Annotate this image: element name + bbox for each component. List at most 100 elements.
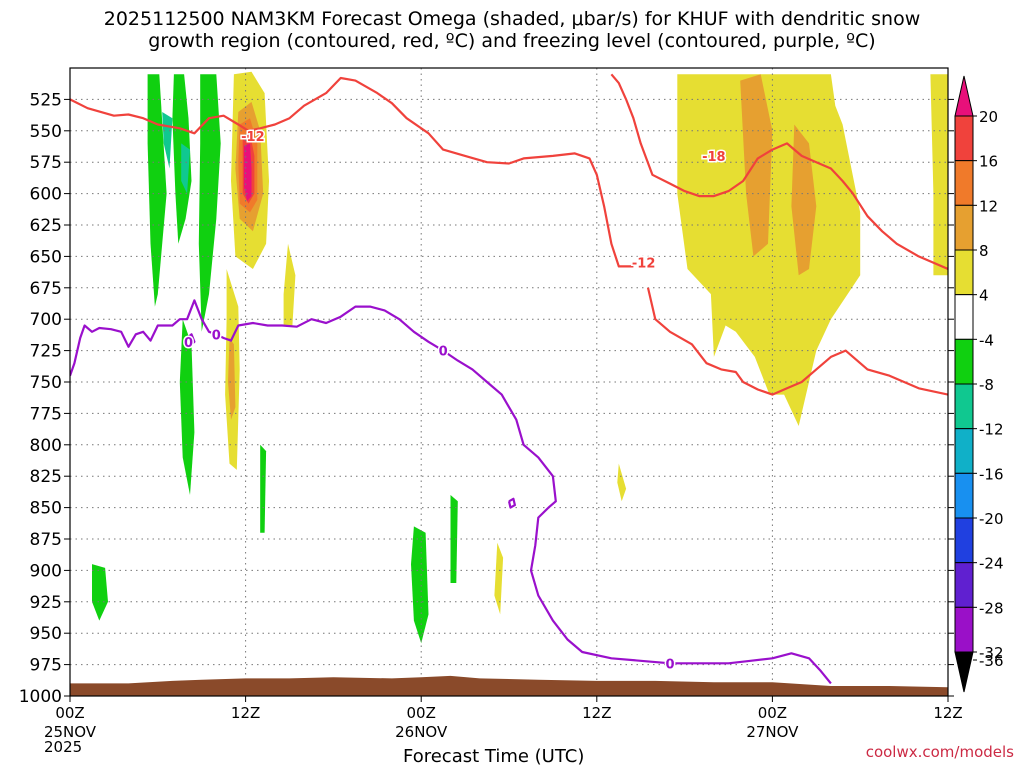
y-tick-label: 750 [30, 373, 62, 393]
y-axis: 525 550 575 600 625 650 675 700 725 750 775 800 825 8… [19, 90, 954, 707]
omega-region-14 [92, 564, 108, 621]
freezing-contour-0 [70, 299, 832, 685]
x-axis-year: 2025 [44, 738, 83, 756]
freezing-contour-2 [507, 497, 517, 509]
colorbar-bin [954, 383, 974, 430]
dendritic-contour-2 [646, 287, 948, 396]
contour-label-5: 0 [439, 345, 448, 360]
contour-label-1: -12 [632, 257, 656, 272]
colorbar-label: 16 [979, 153, 998, 171]
contour-layer [70, 73, 948, 685]
y-tick-label: 1000 [19, 687, 62, 707]
credit-link[interactable]: coolwx.com/models [865, 743, 1014, 761]
x-tick-date: 25NOV [44, 723, 97, 741]
colorbar-bottom-triangle [954, 651, 974, 693]
y-tick-label: 575 [30, 153, 62, 173]
y-tick-label: 875 [30, 530, 62, 550]
colorbar-label: -4 [979, 331, 994, 349]
contour-label-4: 0 [184, 336, 193, 351]
omega-region-18 [494, 542, 504, 615]
colorbar-label: -32 [979, 644, 1004, 662]
colorbar-bin [954, 562, 974, 608]
contour-label-3: 0 [212, 328, 221, 343]
omega-shading-layer [92, 71, 948, 644]
y-tick-label: 850 [30, 499, 62, 519]
colorbar-label: 20 [979, 108, 998, 126]
colorbar-label: -28 [979, 599, 1004, 617]
y-tick-label: 900 [30, 561, 62, 581]
omega-region-8 [147, 74, 167, 307]
colorbar-bin [954, 249, 974, 296]
omega-region-21 [930, 74, 948, 276]
omega-region-22 [740, 74, 773, 257]
colorbar-bin [954, 294, 974, 340]
y-tick-label: 525 [30, 90, 62, 110]
colorbar-label: 4 [979, 287, 989, 305]
x-axis-label: Forecast Time (UTC) [403, 746, 585, 767]
omega-region-6 [228, 338, 236, 420]
y-tick-label: 625 [30, 216, 62, 236]
colorbar-label: -20 [979, 510, 1004, 528]
x-tick-time: 00Z [407, 704, 436, 722]
x-tick-date: 26NOV [395, 723, 448, 741]
colorbar-label: -8 [979, 376, 994, 394]
omega-region-17 [450, 495, 458, 583]
omega-region-12 [181, 143, 190, 194]
omega-region-19 [617, 463, 627, 502]
y-tick-label: 775 [30, 404, 62, 424]
dendritic-contour-0 [70, 76, 634, 268]
omega-region-10 [198, 74, 221, 332]
dendritic-contour-1 [610, 73, 948, 271]
colorbar-top-triangle [954, 75, 974, 117]
x-tick-time: 12Z [582, 704, 611, 722]
x-tick-time: 12Z [933, 704, 962, 722]
colorbar-bin [954, 472, 974, 519]
chart-title-line1: 2025112500 NAM3KM Forecast Omega (shaded… [103, 8, 921, 30]
y-tick-label: 950 [30, 624, 62, 644]
chart-title-line2: growth region (contoured, red, ºC) and f… [148, 30, 876, 52]
colorbar-label: -24 [979, 555, 1004, 573]
terrain-fill [70, 675, 948, 696]
colorbar-bin [954, 338, 974, 385]
omega-region-4 [244, 143, 252, 202]
y-tick-label: 725 [30, 342, 62, 362]
colorbar-label: -12 [979, 421, 1004, 439]
colorbar-label: -16 [979, 465, 1004, 483]
y-tick-label: 650 [30, 247, 62, 267]
omega-region-16 [411, 526, 429, 644]
colorbar-label: -36 [979, 652, 1004, 670]
colorbar-label: 12 [979, 197, 998, 215]
omega-region-7 [283, 243, 296, 326]
omega-region-13 [179, 319, 195, 495]
x-tick-date: 27NOV [746, 723, 799, 741]
colorbar-label: 8 [979, 242, 989, 260]
y-tick-label: 975 [30, 656, 62, 676]
terrain-layer [70, 675, 948, 696]
y-tick-label: 925 [30, 593, 62, 613]
contour-label-0: -12 [241, 130, 265, 145]
freezing-contour-1 [186, 333, 196, 348]
contour-label-6: 0 [665, 657, 674, 672]
colorbar-bin [954, 115, 974, 162]
y-tick-label: 800 [30, 436, 62, 456]
colorbar-bin [954, 517, 974, 564]
y-tick-label: 550 [30, 122, 62, 142]
x-tick-time: 00Z [758, 704, 787, 722]
x-tick-time: 00Z [55, 704, 84, 722]
colorbar-bin [954, 606, 974, 653]
x-tick-time: 12Z [231, 704, 260, 722]
y-tick-label: 825 [30, 467, 62, 487]
contour-label-2: -18 [702, 150, 726, 165]
y-tick-label: 600 [30, 185, 62, 205]
omega-region-15 [260, 444, 267, 533]
colorbar-bin [954, 428, 974, 474]
contour-label-layer: -12 -12 -18 0 0 0 0 [183, 128, 728, 674]
colorbar: 20 16 12 8 4 -4 -8 -12 -16 -20 -24 -28 -32-36 [954, 75, 1004, 693]
colorbar-bin [954, 160, 974, 206]
omega-region-23 [791, 124, 817, 276]
colorbar-bin [954, 204, 974, 251]
y-tick-label: 675 [30, 279, 62, 299]
y-tick-label: 700 [30, 310, 62, 330]
